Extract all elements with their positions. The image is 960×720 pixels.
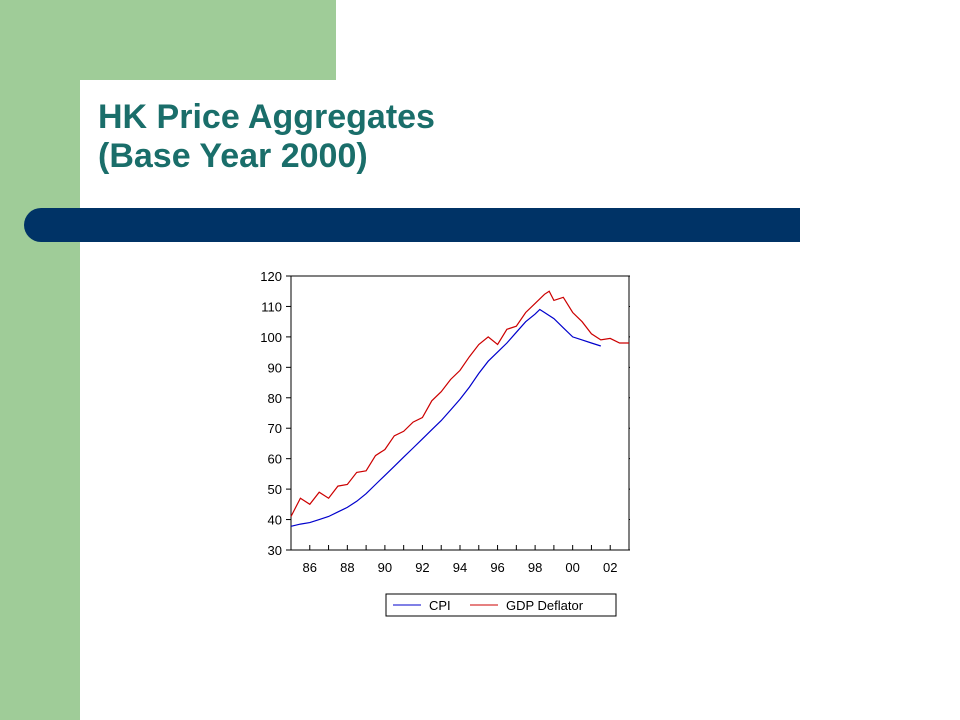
plot-area-frame [290, 275, 630, 551]
x-tick-label: 96 [490, 560, 504, 575]
legend-label-gdp-deflator: GDP Deflator [506, 598, 584, 613]
x-tick-label: 00 [565, 560, 579, 575]
y-tick-label: 100 [260, 330, 282, 345]
top-accent-bar [80, 0, 336, 80]
y-tick-label: 40 [268, 513, 282, 528]
x-tick-label: 02 [603, 560, 617, 575]
y-tick-label: 70 [268, 421, 282, 436]
x-tick-label: 86 [303, 560, 317, 575]
y-tick-label: 50 [268, 482, 282, 497]
legend-box [385, 593, 617, 617]
price-aggregates-chart: 30 40 50 60 70 80 90 100 110 120 86 88 90 92 94 96 98 00… [260, 269, 630, 617]
y-tick-label: 80 [268, 391, 282, 406]
y-tick-label: 60 [268, 452, 282, 467]
x-tick-label: 90 [378, 560, 392, 575]
x-tick-label: 98 [528, 560, 542, 575]
slide-title-line-1: HK Price Aggregates [98, 98, 435, 136]
series-lines [290, 290, 629, 527]
slide-title-line-2: (Base Year 2000) [98, 137, 368, 175]
slide-title: HK Price Aggregates (Base Year 2000) [98, 98, 435, 176]
y-tick-label: 120 [260, 269, 282, 284]
chart-legend: CPI GDP Deflator [385, 593, 617, 617]
x-tick-label: 94 [453, 560, 467, 575]
left-accent-bar [0, 0, 80, 720]
series-line-cpi [290, 308, 601, 527]
y-tick-label: 30 [268, 543, 282, 558]
legend-label-cpi: CPI [429, 598, 451, 613]
series-line-gdp-deflator [290, 290, 629, 517]
accent-corner-curve [80, 80, 160, 160]
x-axis: 86 88 90 92 94 96 98 00 02 [290, 545, 630, 575]
x-tick-label: 92 [415, 560, 429, 575]
y-tick-label: 110 [261, 299, 282, 314]
y-tick-label: 90 [268, 360, 282, 375]
title-divider-bar [24, 208, 800, 242]
y-axis: 30 40 50 60 70 80 90 100 110 120 [260, 269, 630, 558]
x-tick-label: 88 [340, 560, 354, 575]
